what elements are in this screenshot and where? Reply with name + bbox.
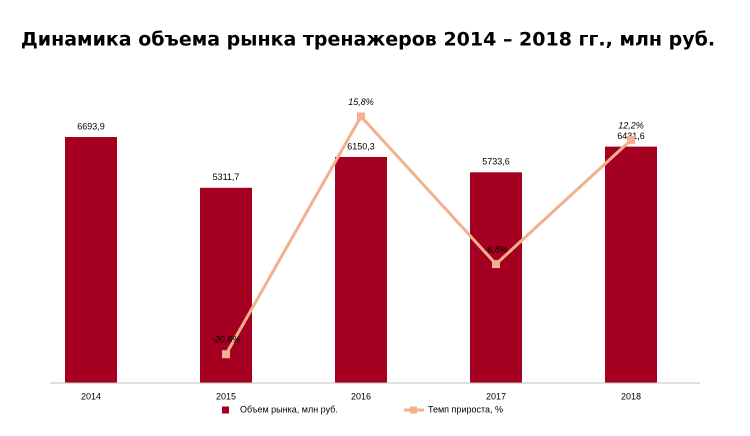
bar xyxy=(470,172,522,383)
x-tick-label: 2018 xyxy=(621,391,641,401)
line-value-label: -20,6% xyxy=(212,335,241,345)
bar-value-label: 6150,3 xyxy=(347,141,375,151)
line-marker xyxy=(627,135,635,144)
chart-title: Динамика объема рынка тренажеров 2014 – … xyxy=(21,29,715,51)
line-marker xyxy=(222,350,230,359)
bar-value-label: 6693,9 xyxy=(77,121,105,131)
bar-value-label: 5733,6 xyxy=(482,157,510,167)
line-value-label: 15,8% xyxy=(348,97,374,107)
x-tick-label: 2017 xyxy=(486,391,506,401)
line xyxy=(224,113,633,355)
bar xyxy=(605,146,657,383)
x-tick-label: 2014 xyxy=(81,391,101,401)
x-tick-label: 2015 xyxy=(216,391,236,401)
line-marker xyxy=(357,112,365,121)
legend-swatch xyxy=(410,406,417,414)
line-value-label: -6,8% xyxy=(484,244,508,254)
line-marker xyxy=(492,260,500,269)
legend-label: Объем рынка, млн руб. xyxy=(240,404,338,414)
bar xyxy=(65,136,117,383)
legend-swatch xyxy=(222,406,229,414)
line-value-label: 12,2% xyxy=(618,120,644,130)
legend-label: Темп прироста, % xyxy=(428,404,503,414)
x-tick-label: 2016 xyxy=(351,391,371,401)
bar-value-label: 5311,7 xyxy=(213,172,240,182)
bar xyxy=(335,156,387,383)
